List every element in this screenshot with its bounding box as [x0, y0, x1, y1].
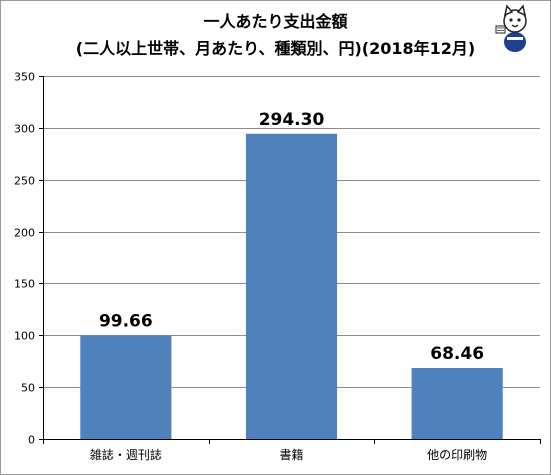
data-label: 99.66	[99, 312, 153, 332]
y-tick-label: 300	[14, 123, 35, 136]
cat-mascot-icon	[495, 4, 527, 52]
y-tick-label: 350	[14, 71, 35, 84]
y-tick-label: 100	[14, 330, 35, 343]
y-tick-label: 0	[28, 434, 35, 447]
y-tick-label: 150	[14, 278, 35, 291]
chart-title-line-1: 一人あたり支出金額	[203, 12, 348, 31]
x-tick-label: 書籍	[279, 447, 303, 462]
bar	[411, 367, 503, 439]
y-tick-label: 50	[21, 382, 35, 395]
data-label: 294.30	[259, 110, 325, 130]
chart-title: 一人あたり支出金額 (二人以上世帯、月あたり、種類別、円)(2018年12月)	[0, 8, 551, 62]
x-tick-label: 他の印刷物	[427, 448, 487, 462]
bar	[80, 335, 172, 439]
x-tick-label: 雑誌・週刊誌	[90, 447, 162, 462]
y-tick-label: 250	[14, 175, 35, 188]
data-label: 68.46	[430, 344, 484, 364]
chart-title-line-2: (二人以上世帯、月あたり、種類別、円)(2018年12月)	[75, 39, 476, 58]
bar	[245, 133, 338, 439]
y-tick-label: 200	[14, 227, 35, 240]
